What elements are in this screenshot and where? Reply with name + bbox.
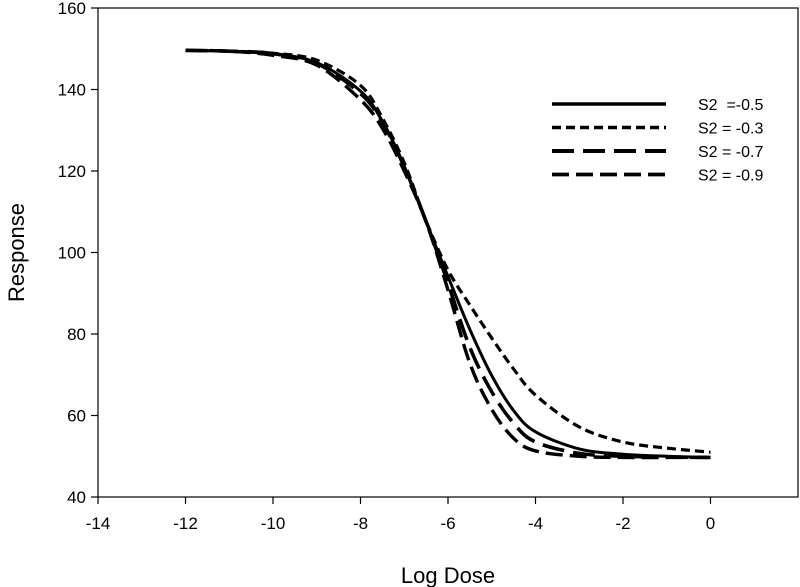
x-tick-label: -4 xyxy=(528,514,543,533)
legend-label-2: S2 = -0.3 xyxy=(698,121,763,138)
legend-label-1: S2 =-0.5 xyxy=(698,97,763,114)
y-tick-label: 120 xyxy=(58,162,86,181)
legend-label-4: S2 = -0.9 xyxy=(698,168,763,185)
y-axis: 40 60 80 100 120 140 160 xyxy=(58,0,98,507)
plot-frame xyxy=(97,7,799,498)
y-tick-label: 80 xyxy=(67,325,86,344)
series-line-4 xyxy=(185,48,711,460)
x-axis: -14 -12 -10 -8 -6 -4 -2 0 xyxy=(86,497,715,533)
x-tick-label: -12 xyxy=(173,514,198,533)
y-tick-label: 100 xyxy=(58,244,86,263)
series-line-3 xyxy=(185,48,711,460)
x-tick-label: -10 xyxy=(261,514,286,533)
x-tick-label: -8 xyxy=(353,514,368,533)
y-axis-title: Response xyxy=(4,203,29,302)
y-tick-label: 140 xyxy=(58,81,86,100)
x-tick-label: -2 xyxy=(615,514,630,533)
legend: S2 =-0.5 S2 = -0.3 S2 = -0.7 S2 = -0.9 xyxy=(552,97,763,185)
y-tick-label: 60 xyxy=(67,407,86,426)
plot-area xyxy=(97,7,799,498)
x-tick-label: -14 xyxy=(86,514,111,533)
x-tick-label: 0 xyxy=(706,514,715,533)
y-tick-label: 40 xyxy=(67,488,86,507)
x-axis-title: Log Dose xyxy=(401,563,495,587)
x-tick-label: -6 xyxy=(440,514,455,533)
series-line-1 xyxy=(185,48,711,459)
y-tick-label: 160 xyxy=(58,0,86,18)
series-line-2 xyxy=(185,48,711,454)
legend-label-3: S2 = -0.7 xyxy=(698,144,763,161)
series-layer xyxy=(185,48,711,460)
